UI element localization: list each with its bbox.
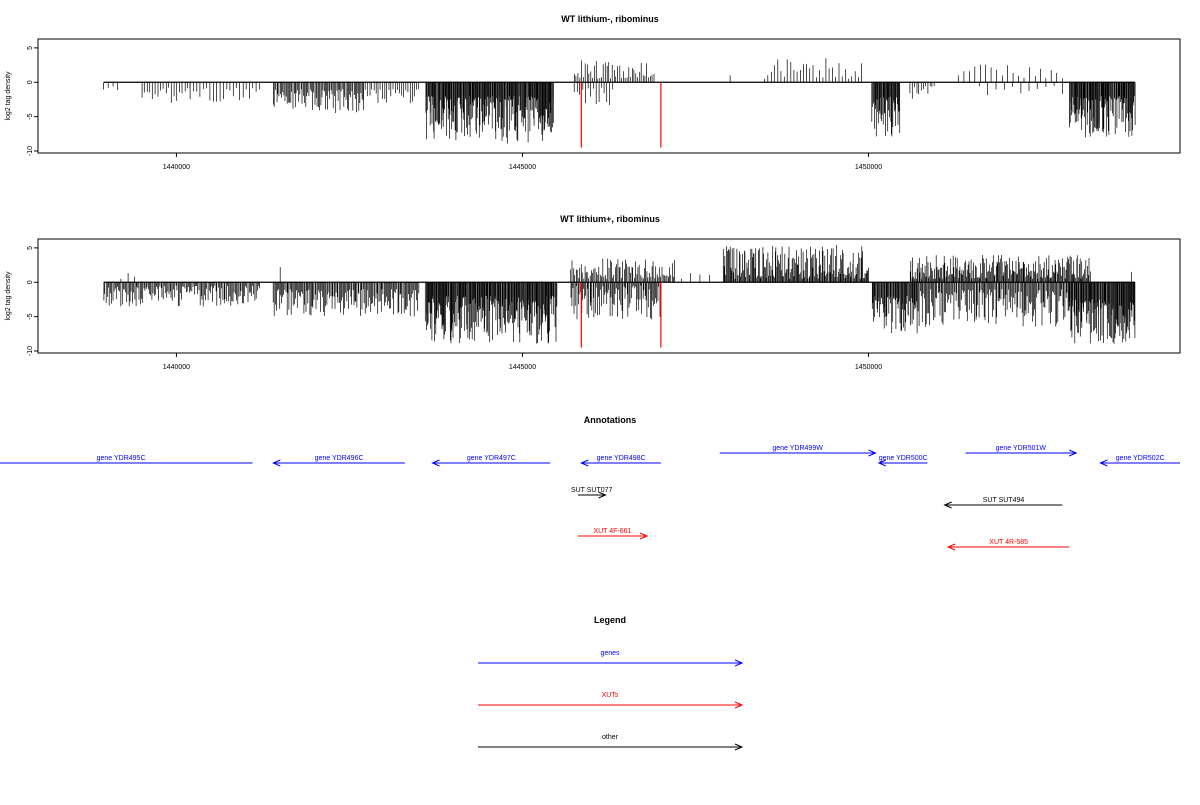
x-tick-label: 1445000 — [509, 364, 536, 371]
annotation-label: XUT 4R-585 — [989, 539, 1028, 546]
legend-arrow-xut — [478, 701, 744, 709]
annotation-label: gene YDR498C — [597, 455, 646, 462]
annotation-arrow-geneydr499w — [719, 449, 877, 457]
annotation-arrow-geneydr502c — [1099, 459, 1180, 467]
annotation-arrow-geneydr500c — [877, 459, 928, 467]
legend-title: Legend — [594, 615, 626, 625]
legend-panel: Legend genes XUTs other — [478, 615, 744, 751]
annotation-arrow-sutsut494 — [943, 501, 1063, 509]
annotation-arrow-sutsut077 — [577, 491, 607, 499]
y-axis-label: log2 tag density — [5, 71, 12, 121]
annotation-arrow-xut4r585 — [946, 543, 1070, 551]
annotation-arrow-geneydr495c — [0, 462, 253, 464]
annotations-panel: Annotations gene YDR495C gene YDR496C gene… — [0, 415, 1180, 551]
annotation-arrow-geneydr498c — [580, 459, 661, 467]
x-tick-label: 1440000 — [163, 164, 190, 171]
plot-frame — [37, 38, 1181, 154]
x-tick-label: 1450000 — [855, 164, 882, 171]
x-tick-label: 1450000 — [855, 364, 882, 371]
annotation-label: gene YDR497C — [467, 455, 516, 462]
y-tick-label: 0 — [27, 80, 34, 84]
annotation-label: gene YDR496C — [315, 455, 364, 462]
annotation-label: gene YDR499W — [772, 445, 823, 452]
chart-title: WT lithium+, ribominus — [560, 214, 660, 224]
annotation-arrow-geneydr501w — [965, 449, 1078, 457]
annotation-label: SUT SUT494 — [983, 497, 1025, 504]
annotation-label: gene YDR501W — [996, 445, 1047, 452]
y-tick-label: 0 — [27, 280, 34, 284]
density-panel-lithium-minus: WT lithium-, ribominus log2 tag density 5 0… — [5, 14, 1181, 171]
y-tick-label: -10 — [27, 346, 34, 356]
legend-label: genes — [600, 650, 620, 657]
legend-label: other — [602, 734, 619, 741]
y-axis-label: log2 tag density — [5, 271, 12, 321]
density-bars — [103, 245, 1136, 344]
annotation-label: gene YDR500C — [879, 455, 928, 462]
legend-arrow-gene — [478, 659, 744, 667]
y-tick-label: -5 — [27, 113, 34, 119]
y-tick-label: -10 — [27, 146, 34, 156]
x-tick-label: 1445000 — [509, 164, 536, 171]
annotation-arrow-xut4f661 — [577, 532, 649, 540]
chart-title: WT lithium-, ribominus — [561, 14, 659, 24]
annotation-label: gene YDR495C — [97, 455, 146, 462]
annotations-title: Annotations — [584, 415, 637, 425]
legend-label: XUTs — [602, 692, 619, 699]
annotation-arrow-geneydr496c — [272, 459, 405, 467]
legend-arrow-other — [478, 743, 744, 751]
annotation-label: SUT SUT077 — [571, 487, 613, 494]
y-tick-label: 5 — [27, 246, 34, 250]
plot-frame — [37, 238, 1181, 354]
annotation-arrow-geneydr497c — [431, 459, 551, 467]
density-panel-lithium-plus: WT lithium+, ribominus log2 tag density 5 0… — [5, 214, 1181, 371]
density-bars — [103, 58, 1136, 144]
y-tick-label: 5 — [27, 46, 34, 50]
annotation-label: XUT 4F-661 — [593, 528, 631, 535]
annotation-label: gene YDR502C — [1116, 455, 1165, 462]
y-tick-label: -5 — [27, 313, 34, 319]
x-tick-label: 1440000 — [163, 364, 190, 371]
